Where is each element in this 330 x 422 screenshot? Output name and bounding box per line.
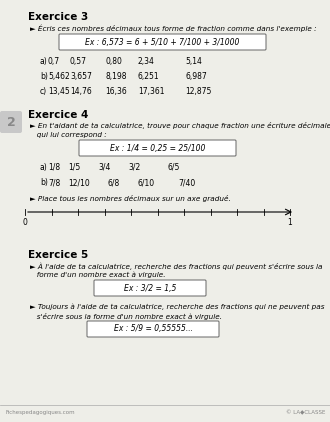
Text: 1/8: 1/8 xyxy=(48,163,60,172)
Text: 1/5: 1/5 xyxy=(68,163,80,172)
Text: 13,45: 13,45 xyxy=(48,87,70,96)
Text: ► À l'aide de ta calculatrice, recherche des fractions qui peuvent s'écrire sous: ► À l'aide de ta calculatrice, recherche… xyxy=(30,262,322,270)
Text: a): a) xyxy=(40,57,48,66)
Text: 7/8: 7/8 xyxy=(48,178,60,187)
Text: 5,14: 5,14 xyxy=(185,57,202,66)
Text: ► Place tous les nombres décimaux sur un axe gradué.: ► Place tous les nombres décimaux sur un… xyxy=(30,195,231,202)
Text: 2: 2 xyxy=(7,116,16,129)
Text: 0,80: 0,80 xyxy=(105,57,122,66)
Text: Exercice 4: Exercice 4 xyxy=(28,110,88,120)
Text: 6/8: 6/8 xyxy=(108,178,120,187)
FancyBboxPatch shape xyxy=(59,34,266,50)
Text: 0,7: 0,7 xyxy=(48,57,60,66)
Text: 2,34: 2,34 xyxy=(138,57,155,66)
Text: forme d'un nombre exact à virgule.: forme d'un nombre exact à virgule. xyxy=(30,272,166,279)
Text: 3/4: 3/4 xyxy=(98,163,110,172)
Text: ► Écris ces nombres décimaux tous forme de fraction comme dans l'exemple :: ► Écris ces nombres décimaux tous forme … xyxy=(30,24,316,32)
Text: 7/40: 7/40 xyxy=(178,178,195,187)
Text: a): a) xyxy=(40,163,48,172)
Text: 8,198: 8,198 xyxy=(105,72,126,81)
FancyBboxPatch shape xyxy=(87,321,219,337)
Text: Ex : 5/9 = 0,55555...: Ex : 5/9 = 0,55555... xyxy=(114,325,192,333)
Text: Fichespedagogiques.com: Fichespedagogiques.com xyxy=(5,410,75,415)
Text: c): c) xyxy=(40,87,47,96)
Text: 3/2: 3/2 xyxy=(128,163,140,172)
Text: ► En t'aidant de ta calculatrice, trouve pour chaque fraction une écriture décim: ► En t'aidant de ta calculatrice, trouve… xyxy=(30,122,330,129)
Text: Ex : 3/2 = 1,5: Ex : 3/2 = 1,5 xyxy=(124,284,176,292)
Text: s'écrire sous la forme d'un nombre exact à virgule.: s'écrire sous la forme d'un nombre exact… xyxy=(30,313,222,320)
Text: 0: 0 xyxy=(22,218,27,227)
Text: Exercice 5: Exercice 5 xyxy=(28,250,88,260)
FancyBboxPatch shape xyxy=(94,280,206,296)
Text: 6/5: 6/5 xyxy=(168,163,181,172)
Text: Exercice 3: Exercice 3 xyxy=(28,12,88,22)
Text: © LA◆CLASSE: © LA◆CLASSE xyxy=(286,410,325,415)
Text: Ex : 6,573 = 6 + 5/10 + 7/100 + 3/1000: Ex : 6,573 = 6 + 5/10 + 7/100 + 3/1000 xyxy=(85,38,240,46)
Text: 17,361: 17,361 xyxy=(138,87,164,96)
Text: 12/10: 12/10 xyxy=(68,178,90,187)
Text: 1: 1 xyxy=(288,218,292,227)
Text: qui lui correspond :: qui lui correspond : xyxy=(30,132,107,138)
Text: ► Toujours à l'aide de ta calculatrice, recherche des fractions qui ne peuvent p: ► Toujours à l'aide de ta calculatrice, … xyxy=(30,303,324,309)
Text: 0,57: 0,57 xyxy=(70,57,87,66)
Text: Ex : 1/4 = 0,25 = 25/100: Ex : 1/4 = 0,25 = 25/100 xyxy=(110,143,205,152)
Text: 12,875: 12,875 xyxy=(185,87,212,96)
Text: 6,987: 6,987 xyxy=(185,72,207,81)
FancyBboxPatch shape xyxy=(0,111,22,133)
Text: 5,462: 5,462 xyxy=(48,72,70,81)
Text: 6/10: 6/10 xyxy=(138,178,155,187)
Text: b): b) xyxy=(40,178,48,187)
Text: 16,36: 16,36 xyxy=(105,87,127,96)
Text: 3,657: 3,657 xyxy=(70,72,92,81)
Text: 14,76: 14,76 xyxy=(70,87,92,96)
FancyBboxPatch shape xyxy=(79,140,236,156)
Text: b): b) xyxy=(40,72,48,81)
Text: 6,251: 6,251 xyxy=(138,72,160,81)
